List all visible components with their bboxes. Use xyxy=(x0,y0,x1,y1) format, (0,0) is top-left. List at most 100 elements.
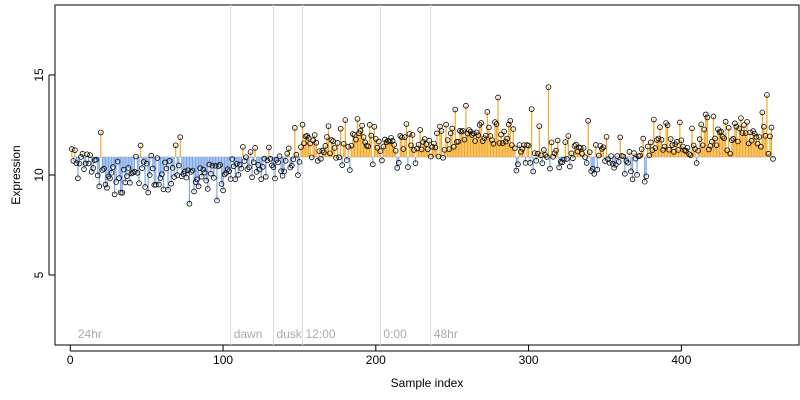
data-point xyxy=(345,143,352,150)
data-point xyxy=(548,139,555,146)
data-point xyxy=(340,140,347,147)
data-point xyxy=(725,125,732,131)
data-point xyxy=(541,147,547,153)
data-point xyxy=(348,142,355,149)
data-point xyxy=(417,127,423,133)
data-point xyxy=(568,150,575,157)
data-point xyxy=(412,160,419,166)
data-point xyxy=(449,125,456,132)
data-point xyxy=(85,160,92,167)
data-point xyxy=(655,135,662,142)
data-point xyxy=(751,130,758,137)
data-point xyxy=(259,164,266,170)
data-point xyxy=(733,123,740,130)
data-point xyxy=(84,151,90,158)
data-point xyxy=(539,160,546,166)
data-point xyxy=(368,132,375,139)
data-point xyxy=(134,170,141,176)
data-point xyxy=(602,158,608,164)
data-point xyxy=(718,128,724,135)
data-point xyxy=(533,157,540,164)
data-point xyxy=(285,145,292,152)
data-point xyxy=(758,143,764,150)
data-point xyxy=(90,165,96,171)
data-point xyxy=(299,121,306,128)
data-point xyxy=(519,146,526,152)
data-point xyxy=(142,184,148,190)
data-point xyxy=(307,140,313,147)
data-point xyxy=(606,160,613,166)
data-point xyxy=(617,134,624,141)
data-point xyxy=(203,177,210,184)
data-point xyxy=(765,150,772,157)
data-point xyxy=(96,183,103,190)
data-point xyxy=(512,145,518,152)
data-point xyxy=(704,114,711,121)
data-point xyxy=(334,140,341,146)
data-point xyxy=(72,147,78,153)
data-point xyxy=(585,118,591,124)
data-point xyxy=(770,156,776,162)
data-point xyxy=(105,173,112,180)
data-point xyxy=(156,181,162,188)
data-point xyxy=(172,142,179,149)
data-point xyxy=(689,125,695,132)
data-point xyxy=(544,154,550,160)
data-point xyxy=(82,160,89,167)
data-point xyxy=(625,160,631,166)
data-point xyxy=(153,182,159,188)
data-point xyxy=(154,155,161,161)
data-point xyxy=(739,130,746,136)
data-point xyxy=(149,165,156,172)
data-point xyxy=(301,140,307,147)
data-point xyxy=(331,145,338,151)
data-point xyxy=(159,171,165,177)
data-point xyxy=(365,143,371,150)
data-point xyxy=(597,143,604,149)
data-point xyxy=(398,134,405,141)
data-point xyxy=(722,118,729,125)
data-point xyxy=(240,144,246,150)
data-point xyxy=(710,113,717,120)
data-point xyxy=(469,132,475,138)
data-point xyxy=(391,142,397,148)
data-point xyxy=(748,137,755,144)
data-point xyxy=(371,123,378,130)
data-point xyxy=(186,200,193,207)
data-point xyxy=(428,153,434,160)
data-point xyxy=(658,136,665,143)
data-point xyxy=(709,138,715,145)
data-point xyxy=(504,135,511,142)
data-point xyxy=(383,139,390,146)
data-point xyxy=(140,159,147,165)
data-point xyxy=(550,153,556,160)
data-point xyxy=(191,188,197,195)
data-point xyxy=(226,168,232,174)
data-point xyxy=(208,170,214,177)
data-point xyxy=(113,179,119,185)
data-point xyxy=(418,146,425,153)
data-point xyxy=(218,181,225,187)
data-point xyxy=(137,142,144,149)
annotation-label: dusk xyxy=(276,327,302,341)
data-point xyxy=(295,172,301,178)
data-point xyxy=(214,197,220,204)
data-point xyxy=(664,122,671,129)
data-point xyxy=(282,157,289,164)
data-point xyxy=(81,166,87,172)
data-point xyxy=(110,164,116,170)
data-point xyxy=(376,138,382,145)
data-point xyxy=(192,179,199,185)
data-point xyxy=(596,152,602,159)
x-axis-title: Sample index xyxy=(391,376,464,390)
data-point xyxy=(638,146,645,152)
data-point xyxy=(272,175,278,182)
annotation-layer: 24hr dawn dusk 12:00 0:00 48hr xyxy=(78,5,458,345)
data-point xyxy=(559,159,566,166)
data-point xyxy=(745,140,752,147)
data-point xyxy=(127,179,133,186)
data-point xyxy=(143,160,150,167)
data-point xyxy=(423,141,430,147)
data-point xyxy=(322,143,329,149)
data-point xyxy=(168,180,174,187)
